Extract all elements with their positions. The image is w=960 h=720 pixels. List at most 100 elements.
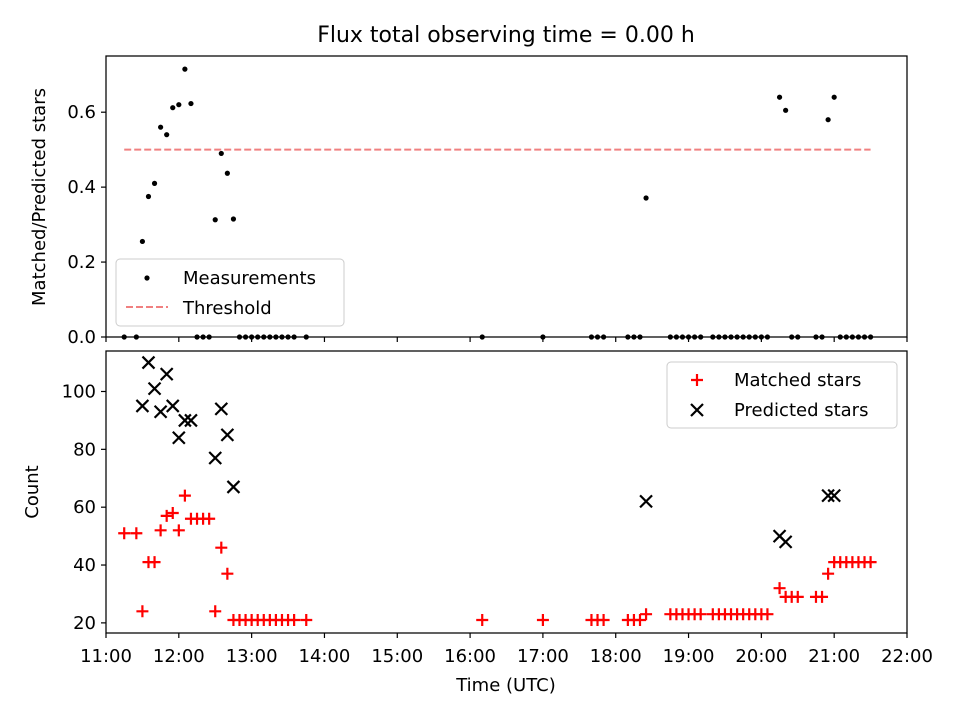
- count-y-axis: 20 40 60 80 100: [62, 381, 106, 634]
- matched-star-point: [221, 567, 234, 580]
- matched-star-point: [118, 527, 131, 540]
- matched-star-point: [178, 489, 191, 502]
- ratio-plot-frame: [105, 55, 908, 338]
- predicted-star-point: [141, 355, 156, 370]
- count-plot-frame: [105, 350, 908, 634]
- ratio-measurement-point: [158, 124, 164, 130]
- count-y-tick-label: 40: [73, 555, 96, 576]
- ratio-measurement-point: [139, 238, 146, 245]
- matched-star-point: [215, 541, 228, 554]
- predicted-star-point: [778, 535, 793, 549]
- ratio-measurement-point: [182, 66, 188, 72]
- count-legend-matched-label: Matched stars: [734, 370, 861, 391]
- count-x-tick-label: 22:00: [881, 646, 933, 667]
- predicted-star-point: [226, 480, 241, 494]
- count-x-tick-label: 11:00: [80, 646, 132, 667]
- ratio-measurement-point: [145, 193, 152, 200]
- ratio-measurement-point: [176, 102, 182, 108]
- ratio-y-tick-label: 0.4: [67, 177, 96, 198]
- matched-star-point: [791, 590, 804, 603]
- ratio-measurement-point: [151, 180, 158, 186]
- count-y-tick-label: 100: [62, 381, 96, 402]
- predicted-star-point: [208, 451, 223, 465]
- ratio-measurement-point: [164, 132, 170, 138]
- matched-star-point: [864, 556, 877, 569]
- count-legend-predicted-marker: [690, 403, 704, 417]
- predicted-star-point: [147, 381, 162, 396]
- matched-star-point: [694, 608, 707, 621]
- matched-star-point: [634, 613, 646, 626]
- count-y-tick-label: 80: [73, 439, 96, 460]
- matched-star-point: [300, 613, 313, 626]
- matched-star-point: [597, 613, 610, 626]
- count-x-tick-label: 20:00: [735, 646, 787, 667]
- predicted-star-point: [184, 413, 198, 428]
- count-y-axis-label: Count: [22, 465, 43, 518]
- predicted-star-point: [178, 413, 192, 428]
- count-x-tick-label: 13:00: [226, 646, 278, 667]
- predicted-star-point: [159, 367, 174, 381]
- count-x-axis: 11:00 12:00 13:00 14:00 15:00 16:00 17:00 18:00…: [80, 633, 933, 667]
- count-legend-box: [666, 361, 898, 429]
- ratio-measurement-point: [224, 170, 230, 176]
- ratio-measurement-point: [230, 216, 237, 222]
- matched-star-point: [130, 527, 143, 540]
- matched-star-point: [640, 608, 653, 621]
- count-legend: Matched stars Predicted stars: [666, 361, 898, 429]
- ratio-legend: Measurements Threshold: [115, 258, 345, 327]
- matched-star-point: [203, 512, 216, 525]
- ratio-y-tick-label: 0.0: [67, 327, 96, 348]
- matched-star-point: [209, 605, 222, 618]
- count-x-tick-label: 16:00: [444, 646, 496, 667]
- count-x-tick-label: 17:00: [517, 646, 569, 667]
- ratio-legend-threshold-label: Threshold: [182, 298, 272, 319]
- count-x-tick-label: 14:00: [299, 646, 351, 667]
- matched-star-point: [154, 524, 167, 537]
- count-x-tick-label: 18:00: [590, 646, 642, 667]
- figure-title: Flux total observing time = 0.00 h: [317, 23, 695, 48]
- count-x-tick-label: 15:00: [371, 646, 423, 667]
- matched-star-point: [761, 608, 774, 621]
- matched-star-point: [288, 613, 301, 626]
- predicted-star-point: [639, 494, 653, 509]
- count-legend-matched-marker: [691, 374, 703, 386]
- matched-star-point: [822, 567, 835, 580]
- count-x-tick-label: 19:00: [663, 646, 715, 667]
- matched-star-point: [136, 605, 149, 618]
- ratio-legend-measurements-marker: [144, 275, 150, 281]
- matched-star-point: [148, 556, 161, 569]
- predicted-star-point: [821, 488, 835, 503]
- ratio-measurement-point: [218, 150, 224, 157]
- count-panel: 20 40 60 80 100 11:00 12:00 13:00 14:00 15:00 16:…: [22, 350, 933, 696]
- predicted-star-point: [827, 488, 841, 503]
- ratio-measurement-point: [831, 94, 837, 100]
- count-x-tick-label: 21:00: [808, 646, 860, 667]
- predicted-star-point: [214, 402, 229, 416]
- ratio-measurement-point: [170, 105, 176, 111]
- matched-star-point: [166, 506, 179, 519]
- matched-star-point: [816, 590, 829, 603]
- ratio-measurement-point: [783, 107, 789, 113]
- ratio-y-tick-label: 0.2: [67, 252, 96, 273]
- count-y-tick-label: 20: [73, 613, 96, 634]
- ratio-y-axis: 0.0 0.2 0.4 0.6: [67, 102, 106, 348]
- ratio-y-tick-label: 0.6: [67, 102, 96, 123]
- ratio-measurement-point: [643, 195, 649, 201]
- ratio-y-axis-label: Matched/Predicted stars: [29, 88, 50, 306]
- count-x-axis-label: Time (UTC): [455, 675, 556, 696]
- ratio-measurement-point: [212, 217, 218, 223]
- ratio-measurement-point: [776, 94, 783, 100]
- predicted-star-point: [172, 430, 186, 445]
- ratio-panel: 0.0 0.2 0.4 0.6 Matched/Predicted stars Mea…: [29, 55, 908, 348]
- count-x-tick-label: 12:00: [153, 646, 205, 667]
- predicted-star-point: [220, 428, 235, 442]
- matched-star-point: [476, 613, 489, 626]
- ratio-legend-measurements-label: Measurements: [183, 268, 316, 289]
- count-marks-layer: [118, 355, 877, 626]
- count-y-tick-label: 60: [73, 497, 96, 518]
- predicted-star-point: [153, 404, 168, 419]
- count-legend-predicted-label: Predicted stars: [734, 400, 868, 421]
- predicted-star-point: [165, 399, 180, 413]
- ratio-x-ticks: [105, 337, 908, 342]
- matched-star-point: [160, 509, 173, 522]
